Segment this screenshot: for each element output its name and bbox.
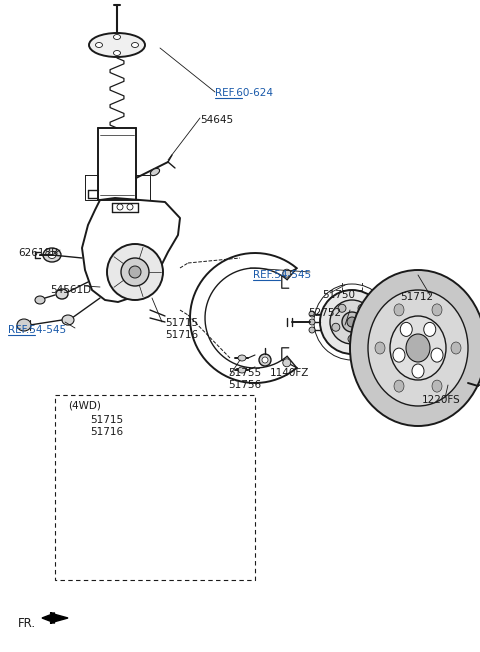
Ellipse shape [350,270,480,426]
Text: 51755: 51755 [228,368,261,378]
Ellipse shape [48,252,56,258]
Ellipse shape [309,311,315,317]
Polygon shape [42,613,68,623]
Ellipse shape [309,319,315,325]
Ellipse shape [129,266,141,278]
Ellipse shape [400,322,412,336]
Ellipse shape [150,168,159,175]
Ellipse shape [17,319,31,331]
Ellipse shape [432,304,442,316]
Ellipse shape [238,355,246,361]
Ellipse shape [56,289,68,299]
Ellipse shape [238,367,246,373]
Ellipse shape [309,327,315,333]
Ellipse shape [390,316,446,380]
Ellipse shape [116,524,128,536]
Ellipse shape [283,269,291,277]
Ellipse shape [262,357,268,363]
Ellipse shape [113,50,120,55]
Text: 52752: 52752 [308,308,341,318]
Ellipse shape [394,380,404,392]
Ellipse shape [121,258,149,286]
Ellipse shape [338,304,346,312]
Text: 51715: 51715 [90,415,123,425]
Ellipse shape [375,342,385,354]
Text: 54645: 54645 [200,115,233,125]
Ellipse shape [259,354,271,366]
Text: 1220FS: 1220FS [422,395,461,405]
Ellipse shape [347,317,357,327]
Ellipse shape [451,342,461,354]
Ellipse shape [89,33,145,57]
Text: (4WD): (4WD) [68,400,101,410]
Ellipse shape [432,380,442,392]
Ellipse shape [117,204,123,210]
Text: REF.54-545: REF.54-545 [253,270,311,280]
Text: 62618B: 62618B [18,248,58,258]
Ellipse shape [96,42,103,48]
Text: 1140FZ: 1140FZ [270,368,310,378]
Ellipse shape [393,348,405,362]
Ellipse shape [109,517,135,543]
Ellipse shape [431,348,443,362]
Ellipse shape [332,323,340,331]
Ellipse shape [358,304,366,312]
Ellipse shape [364,323,372,331]
Ellipse shape [62,315,74,325]
Text: REF.54-545: REF.54-545 [8,325,66,335]
Text: 51712: 51712 [400,292,433,302]
FancyBboxPatch shape [55,395,255,580]
Text: 51715: 51715 [165,318,198,328]
Text: 51756: 51756 [228,380,261,390]
Ellipse shape [98,506,146,554]
Ellipse shape [107,244,163,300]
Ellipse shape [132,42,139,48]
Ellipse shape [342,312,362,332]
Ellipse shape [412,364,424,378]
Ellipse shape [424,322,436,336]
Ellipse shape [59,563,69,571]
Text: 51716: 51716 [165,330,198,340]
Ellipse shape [127,204,133,210]
Ellipse shape [394,304,404,316]
Text: 51716: 51716 [90,427,123,437]
Text: 51750: 51750 [322,290,355,300]
Text: FR.: FR. [18,617,36,630]
Ellipse shape [35,296,45,304]
Ellipse shape [348,335,356,343]
Text: 54561D: 54561D [50,285,91,295]
Ellipse shape [406,334,430,362]
Ellipse shape [283,359,291,367]
Ellipse shape [113,35,120,40]
Ellipse shape [320,290,384,354]
Ellipse shape [368,290,468,406]
Ellipse shape [43,248,61,262]
Text: REF.60-624: REF.60-624 [215,88,273,98]
Ellipse shape [330,300,374,344]
